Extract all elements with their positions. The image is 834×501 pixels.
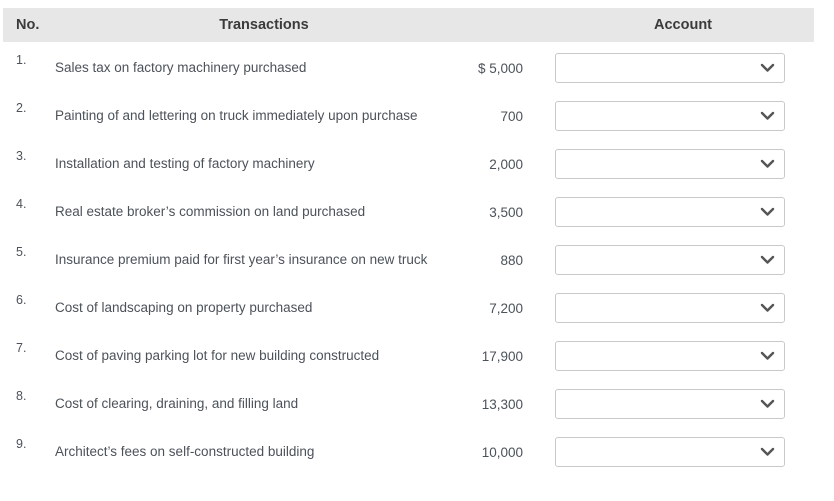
transaction-amount: 7,200 [489,300,523,316]
table-row: 3. Installation and testing of factory m… [3,140,814,188]
transaction-amount: 13,300 [481,396,523,412]
header-account: Account [654,17,712,33]
transaction-amount: 880 [500,252,523,268]
table-row: 5. Insurance premium paid for first year… [3,236,814,284]
transaction-description: Architect’s fees on self-constructed bui… [55,443,315,459]
transaction-description: Insurance premium paid for first year’s … [55,251,428,267]
account-select[interactable] [555,389,785,419]
header-no: No. [16,17,40,33]
account-select-cell [555,293,785,323]
account-select[interactable] [555,245,785,275]
account-select[interactable] [555,293,785,323]
row-number: 2. [16,101,27,115]
table-row: 4. Real estate broker’s commission on la… [3,188,814,236]
row-number: 8. [16,389,27,403]
table-row: 9. Architect’s fees on self-constructed … [3,428,814,476]
account-select-cell [555,245,785,275]
account-select-cell [555,101,785,131]
table-header-row: No. Transactions Account [3,8,814,42]
account-select-cell [555,341,785,371]
account-select-cell [555,437,785,467]
account-select[interactable] [555,53,785,83]
transaction-description: Real estate broker’s commission on land … [55,203,366,219]
transactions-table: No. Transactions Account 1. Sales tax on… [3,8,814,476]
row-number: 9. [16,437,27,451]
account-select-cell [555,149,785,179]
account-select[interactable] [555,149,785,179]
transaction-description: Cost of clearing, draining, and filling … [55,395,299,411]
row-number: 3. [16,149,27,163]
transaction-amount: $ 5,000 [477,60,523,76]
transaction-amount: 17,900 [481,348,523,364]
table-row: 8. Cost of clearing, draining, and filli… [3,380,814,428]
transaction-description: Sales tax on factory machinery purchased [55,59,307,75]
transaction-description: Painting of and lettering on truck immed… [55,107,418,123]
row-number: 5. [16,245,27,259]
header-transactions: Transactions [219,17,309,33]
account-select[interactable] [555,437,785,467]
row-number: 6. [16,293,27,307]
row-number: 7. [16,341,27,355]
account-select-cell [555,53,785,83]
table-row: 2. Painting of and lettering on truck im… [3,92,814,140]
transaction-amount: 2,000 [489,156,523,172]
transaction-amount: 3,500 [489,204,523,220]
transaction-amount: 10,000 [481,444,523,460]
table-row: 6. Cost of landscaping on property purch… [3,284,814,332]
account-select[interactable] [555,341,785,371]
table-row: 7. Cost of paving parking lot for new bu… [3,332,814,380]
account-select[interactable] [555,197,785,227]
transaction-description: Cost of paving parking lot for new build… [55,347,380,363]
table-row: 1. Sales tax on factory machinery purcha… [3,44,814,92]
row-number: 1. [16,53,27,67]
account-select-cell [555,389,785,419]
account-select-cell [555,197,785,227]
account-select[interactable] [555,101,785,131]
table-body: 1. Sales tax on factory machinery purcha… [3,42,814,476]
transaction-description: Installation and testing of factory mach… [55,155,315,171]
row-number: 4. [16,197,27,211]
transaction-description: Cost of landscaping on property purchase… [55,299,313,315]
transaction-amount: 700 [500,108,523,124]
